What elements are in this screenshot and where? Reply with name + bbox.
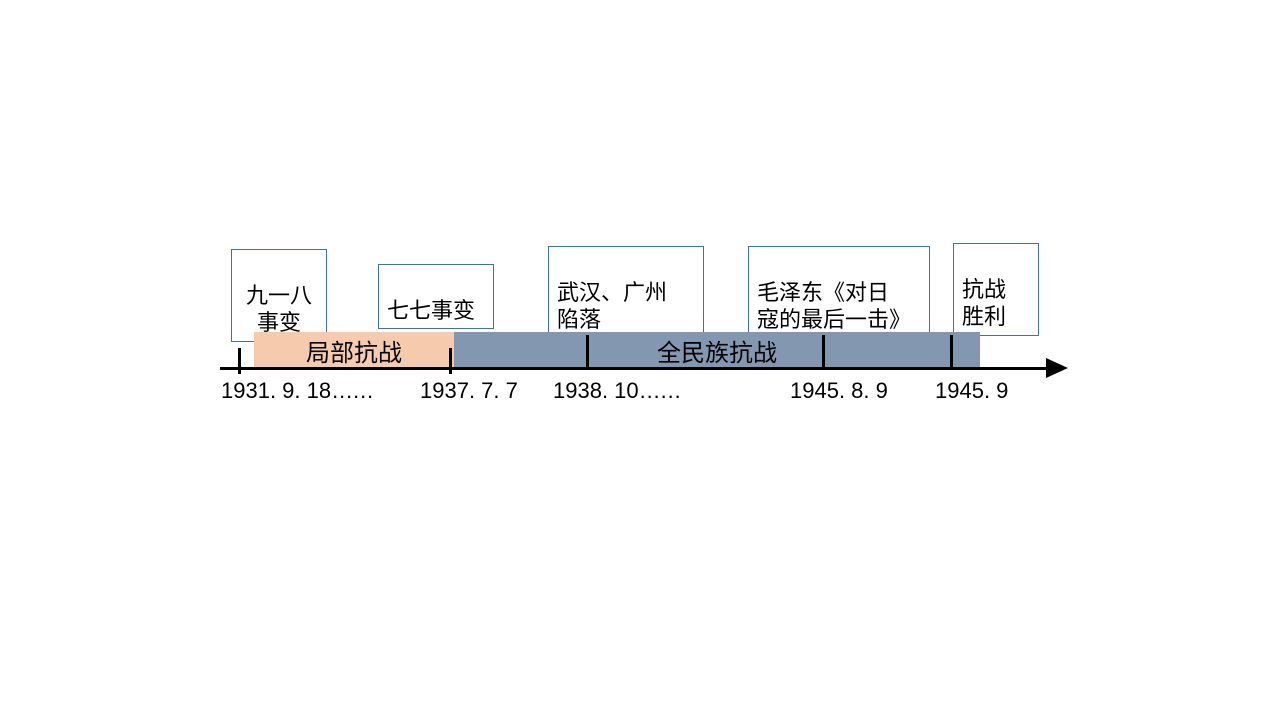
phase-bar-national: 全民族抗战 xyxy=(454,332,980,368)
event-label: 毛泽东《对日 寇的最后一击》 xyxy=(757,280,911,333)
phase-label: 全民族抗战 xyxy=(657,333,777,368)
event-box-918: 九一八 事变 xyxy=(231,249,327,342)
event-box-wuhan: 武汉、广州 陷落 xyxy=(548,246,704,339)
phase-label: 局部抗战 xyxy=(306,333,402,368)
tick-1931 xyxy=(238,348,241,374)
event-box-mao: 毛泽东《对日 寇的最后一击》 xyxy=(748,246,930,339)
tick-1937 xyxy=(449,348,452,374)
date-1945-9: 1945. 9 xyxy=(935,378,1008,404)
event-box-77: 七七事变 xyxy=(378,264,494,329)
tick-1945-8 xyxy=(822,335,825,368)
date-1945-8: 1945. 8. 9 xyxy=(790,378,888,404)
tick-1938 xyxy=(586,335,589,368)
arrowhead-icon xyxy=(1046,358,1068,378)
phase-bar-local: 局部抗战 xyxy=(254,332,454,368)
date-1931: 1931. 9. 18…… xyxy=(221,378,373,404)
timeline-axis xyxy=(220,367,1048,370)
timeline-diagram: 九一八 事变 七七事变 武汉、广州 陷落 毛泽东《对日 寇的最后一击》 抗战 胜… xyxy=(0,0,1280,720)
date-1938: 1938. 10…… xyxy=(553,378,681,404)
date-1937: 1937. 7. 7 xyxy=(420,378,518,404)
tick-1945-9 xyxy=(950,335,953,368)
event-label: 武汉、广州 陷落 xyxy=(557,280,667,333)
event-box-victory: 抗战 胜利 xyxy=(953,243,1039,336)
event-label: 抗战 胜利 xyxy=(962,277,1006,330)
event-label: 九一八 事变 xyxy=(246,283,312,336)
event-label: 七七事变 xyxy=(387,298,475,323)
